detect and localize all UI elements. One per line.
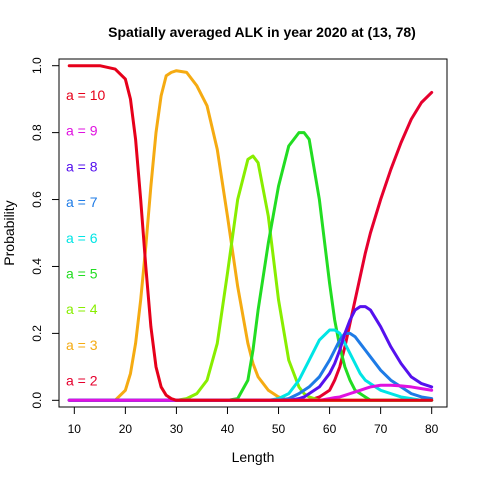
y-axis: 0.0 0.2 0.4 0.6 0.8 1.0 (30, 57, 60, 409)
x-tick-label: 70 (374, 422, 388, 436)
x-tick-label: 10 (68, 422, 82, 436)
legend-entry-a-8: a = 8 (66, 158, 98, 174)
legend: a = 10 a = 9 a = 8 a = 7 a = 6 a = 5 a = 4 a = … (66, 87, 106, 389)
y-tick-label: 0.8 (30, 124, 44, 141)
y-tick-label: 0.0 (30, 392, 44, 409)
series-line-a-5 (67, 131, 434, 402)
y-tick-label: 0.4 (30, 258, 44, 275)
y-axis-label: Probability (1, 200, 17, 265)
x-tick-label: 60 (323, 422, 337, 436)
chart-title: Spatially averaged ALK in year 2020 at (… (108, 24, 416, 40)
x-tick-label: 50 (272, 422, 286, 436)
legend-entry-a-9: a = 9 (66, 123, 98, 139)
x-tick-label: 40 (221, 422, 235, 436)
legend-entry-a-3: a = 3 (66, 337, 98, 353)
y-tick-label: 0.6 (30, 191, 44, 208)
legend-entry-a-7: a = 7 (66, 194, 98, 210)
x-tick-label: 30 (170, 422, 184, 436)
legend-entry-a-4: a = 4 (66, 301, 98, 317)
legend-entry-a-6: a = 6 (66, 230, 98, 246)
series-line-a-10 (67, 64, 434, 402)
y-tick-label: 1.0 (30, 57, 44, 74)
x-tick-label: 80 (425, 422, 439, 436)
legend-entry-a-2: a = 2 (66, 373, 98, 389)
series-lines (67, 64, 434, 402)
series-line-a-3 (67, 69, 434, 402)
x-axis-label: Length (232, 449, 275, 465)
legend-entry-a-5: a = 5 (66, 266, 98, 282)
x-tick-label: 20 (119, 422, 133, 436)
y-tick-label: 0.2 (30, 325, 44, 342)
legend-entry-a-10: a = 10 (66, 87, 106, 103)
x-axis: 10 20 30 40 50 60 70 80 (68, 406, 439, 436)
